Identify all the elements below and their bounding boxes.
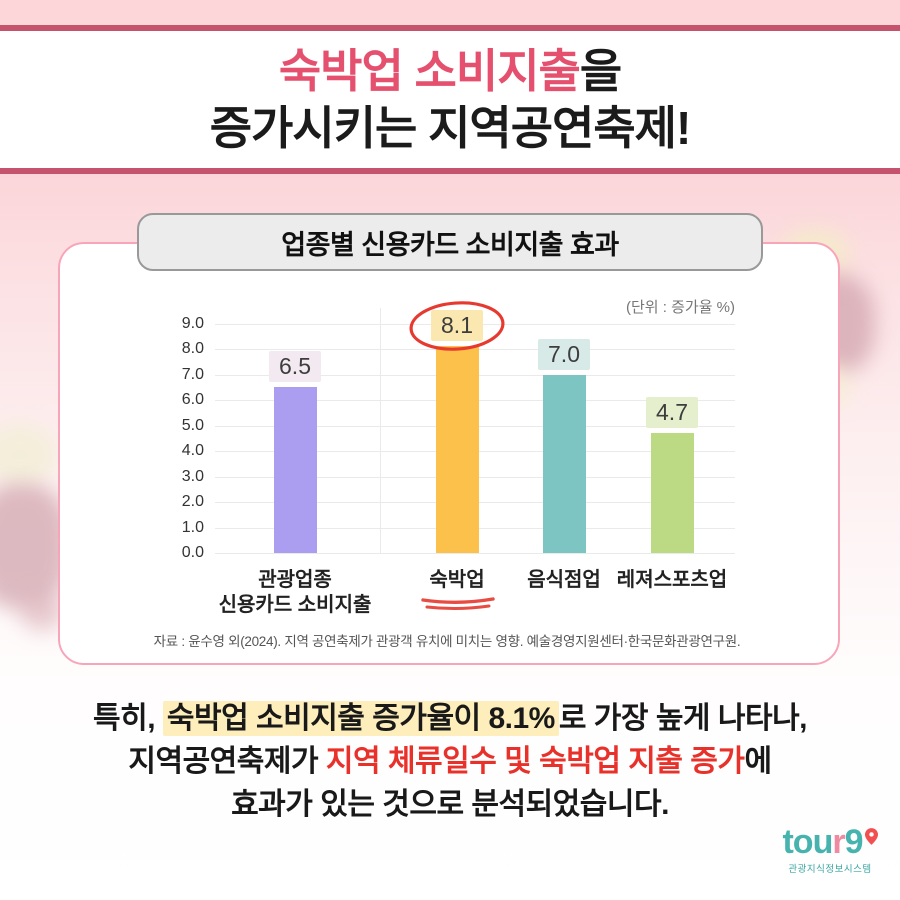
blossom-decoration [0,424,57,486]
page-title-line1: 숙박업 소비지출을 [278,44,622,97]
tourgo-logo-letters: tour9 [782,823,864,861]
title-accent-text: 숙박업 소비지출 [278,44,581,97]
logo-letter: o [792,823,814,861]
location-pin-icon [864,828,878,845]
summary-line2-prefix: 지역공연축제가 [128,745,326,778]
summary-line2-suffix: 에 [744,745,773,778]
page-header: 숙박업 소비지출을 증가시키는 지역공연축제! [0,31,900,168]
summary-line1: 특히, 숙박업 소비지출 증가율이 8.1% 로 가장 높게 나타나, [0,697,900,740]
summary-line1-suffix: 로 가장 높게 나타나, [558,702,808,735]
summary-line1-prefix: 특히, [93,702,163,735]
top-pink-band [0,0,900,25]
blossom-decoration [20,594,65,632]
summary-line3: 효과가 있는 것으로 분석되었습니다. [231,788,669,821]
summary-line2: 지역공연축제가 지역 체류일수 및 숙박업 지출 증가에 [0,740,900,783]
chart-title: 업종별 신용카드 소비지출 효과 [137,213,763,271]
summary-line1-highlight: 숙박업 소비지출 증가율이 8.1% [162,701,559,736]
summary-line2-red: 지역 체류일수 및 숙박업 지출 증가 [325,745,745,778]
chart-unit-label: (단위 : 증가율 %) [626,299,735,316]
logo-letter: r [832,823,845,861]
logo-letter: u [812,823,834,861]
chart-source: 자료 : 윤수영 외(2024). 지역 공연축제가 관광객 유치에 미치는 영… [153,634,741,649]
title-rest-text: 을 [579,44,622,97]
header-divider-bottom [0,168,900,174]
tourgo-logo: tour9 관광지식정보시스템 [778,824,882,875]
logo-letter: t [782,823,793,861]
tourgo-logo-caption: 관광지식정보시스템 [788,864,872,875]
summary-text: 특히, 숙박업 소비지출 증가율이 8.1% 로 가장 높게 나타나, 지역공연축… [0,697,900,826]
header-divider-top [0,25,900,31]
emphasis-underline [421,597,495,610]
logo-letter: 9 [844,823,864,861]
emphasis-ellipse [409,301,505,351]
page-title-line2: 증가시키는 지역공연축제! [209,102,692,154]
tourgo-logo-word: tour9 [782,823,878,861]
